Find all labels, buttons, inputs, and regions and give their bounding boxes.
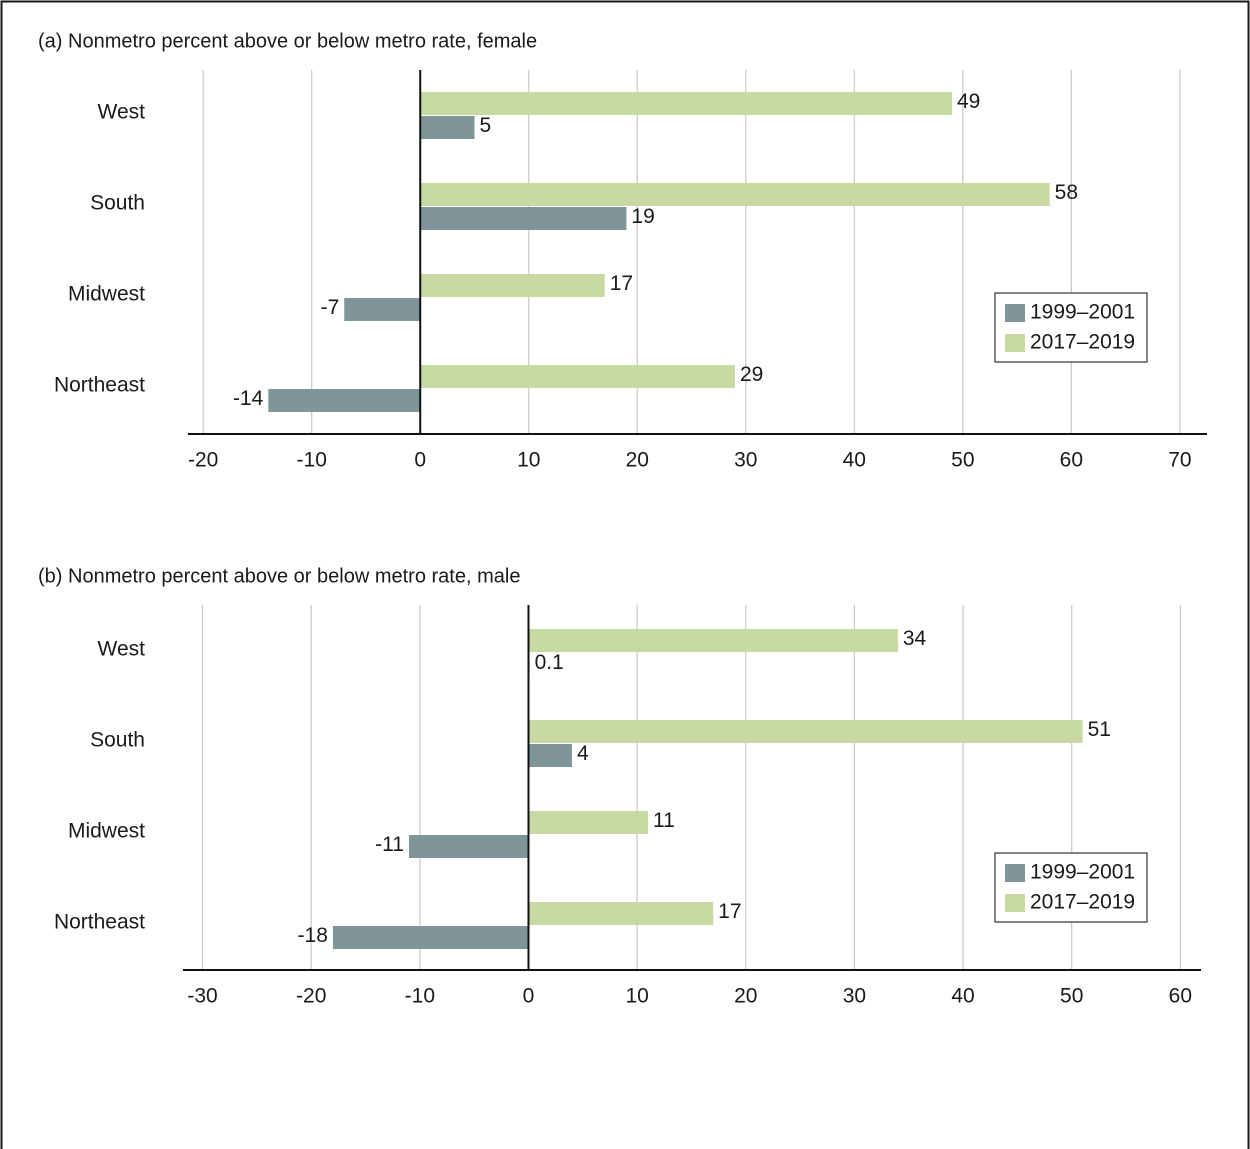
x-tick-label: 20	[626, 449, 649, 472]
x-tick-label: 30	[843, 985, 866, 1008]
x-tick-label: 0	[414, 449, 426, 472]
category-label: West	[98, 101, 146, 124]
data-label: 58	[1055, 181, 1078, 204]
legend-label: 2017–2019	[1030, 331, 1135, 354]
x-tick-label: 60	[1169, 985, 1192, 1008]
x-tick-label: 70	[1168, 449, 1191, 472]
category-label: Northeast	[54, 911, 145, 934]
chart-title: (a) Nonmetro percent above or below metr…	[38, 30, 537, 52]
category-label: South	[90, 192, 145, 215]
data-label: -7	[321, 296, 340, 319]
data-label: 0.1	[535, 651, 564, 674]
data-label: 17	[610, 272, 633, 295]
data-label: 17	[718, 900, 741, 923]
x-tick-label: 40	[843, 449, 866, 472]
x-tick-label: 50	[951, 449, 974, 472]
data-label: 4	[577, 742, 589, 765]
x-tick-label: 30	[734, 449, 757, 472]
category-label: West	[98, 638, 146, 661]
data-label: 19	[631, 205, 654, 228]
bar	[332, 926, 529, 949]
data-label: -18	[298, 924, 328, 947]
category-label: Northeast	[54, 374, 145, 397]
bar	[420, 274, 605, 297]
bar	[528, 629, 898, 652]
data-label: -14	[233, 387, 264, 410]
x-tick-label: -10	[297, 449, 327, 472]
data-label: 29	[740, 363, 763, 386]
data-label: 5	[479, 114, 491, 137]
x-tick-label: -20	[188, 449, 218, 472]
x-tick-label: 40	[951, 985, 974, 1008]
bar	[420, 365, 735, 388]
x-tick-label: 50	[1060, 985, 1083, 1008]
category-label: Midwest	[68, 283, 145, 306]
x-tick-label: 10	[517, 449, 540, 472]
legend-swatch	[1005, 864, 1025, 882]
x-tick-label: -30	[187, 985, 217, 1008]
bar	[528, 811, 648, 834]
bar	[420, 92, 952, 115]
x-tick-label: 10	[625, 985, 648, 1008]
data-label: 49	[957, 90, 980, 113]
x-tick-label: -10	[405, 985, 435, 1008]
legend-swatch	[1005, 894, 1025, 912]
bar	[528, 720, 1083, 743]
data-label: 51	[1088, 718, 1111, 741]
x-tick-label: -20	[296, 985, 326, 1008]
legend-label: 1999–2001	[1030, 301, 1135, 324]
data-label: 11	[653, 809, 675, 832]
data-label: -11	[375, 833, 404, 856]
category-label: Midwest	[68, 820, 145, 843]
x-tick-label: 0	[523, 985, 535, 1008]
category-label: South	[90, 729, 145, 752]
bar	[420, 183, 1050, 206]
bar	[408, 835, 529, 858]
x-tick-label: 20	[734, 985, 757, 1008]
legend-swatch	[1005, 334, 1025, 352]
data-label: 34	[903, 627, 927, 650]
legend-label: 1999–2001	[1030, 861, 1135, 884]
chart-title: (b) Nonmetro percent above or below metr…	[38, 565, 520, 587]
bar	[268, 389, 421, 412]
bar	[528, 744, 572, 767]
bar	[528, 902, 714, 925]
legend-swatch	[1005, 304, 1025, 322]
legend-label: 2017–2019	[1030, 891, 1135, 914]
bar	[420, 116, 475, 139]
x-tick-label: 60	[1060, 449, 1083, 472]
bar	[344, 298, 421, 321]
bar	[420, 207, 627, 230]
